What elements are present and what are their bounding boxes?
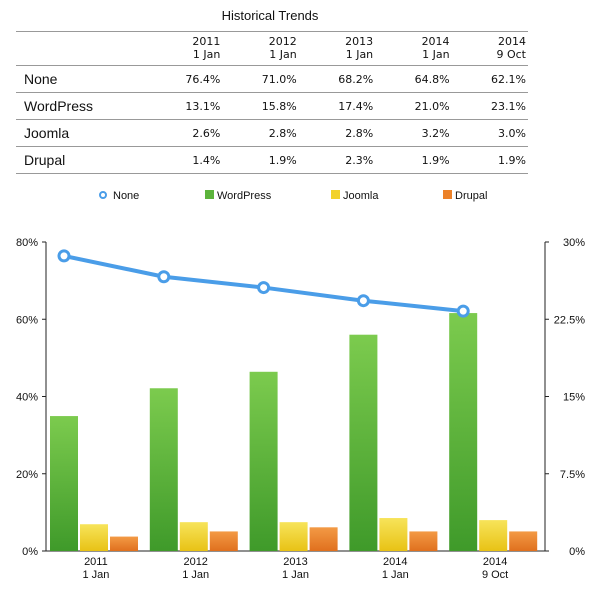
table-cell: 3.2% bbox=[375, 119, 452, 147]
x-tick-label-date: 1 Jan bbox=[182, 569, 209, 581]
line-point-none bbox=[257, 281, 271, 295]
x-tick-label-year: 2014 bbox=[383, 556, 407, 568]
table-cell: 17.4% bbox=[298, 92, 376, 120]
table-header-row: 2011 1 Jan 2012 1 Jan 2013 1 Jan 2014 1 Jan … bbox=[16, 31, 528, 66]
legend-label-joomla: Joomla bbox=[343, 190, 379, 202]
table-cell: 64.8% bbox=[375, 65, 452, 93]
bar-wordpress bbox=[249, 371, 278, 551]
bar-wordpress bbox=[149, 388, 178, 551]
line-point-none bbox=[157, 270, 171, 284]
bar-drupal bbox=[309, 527, 338, 551]
table-cell: 71.0% bbox=[222, 65, 299, 93]
x-tick-label-year: 2013 bbox=[283, 556, 307, 568]
line-point-none bbox=[356, 294, 370, 308]
bar-joomla bbox=[279, 522, 308, 551]
legend-marker-none bbox=[99, 191, 107, 199]
table-cell: 1.9% bbox=[375, 146, 452, 174]
line-point-none bbox=[57, 249, 71, 263]
row-label: Joomla bbox=[16, 119, 146, 147]
table-cell: 2.3% bbox=[298, 146, 376, 174]
bar-drupal bbox=[409, 531, 438, 551]
bar-drupal bbox=[110, 536, 138, 551]
bar-joomla bbox=[479, 520, 508, 551]
y-right-tick-label: 15% bbox=[563, 392, 585, 404]
table-title: Historical Trends bbox=[221, 8, 319, 23]
table-row: Drupal 1.4% 1.9% 2.3% 1.9% 1.9% bbox=[16, 146, 528, 174]
legend-marker-wordpress bbox=[205, 190, 214, 199]
legend-marker-drupal bbox=[443, 190, 452, 199]
bar-drupal bbox=[509, 531, 538, 551]
table-cell: 1.4% bbox=[145, 146, 223, 174]
y-right-tick-label: 22.5% bbox=[554, 314, 585, 326]
table-cell: 2.8% bbox=[298, 119, 376, 147]
column-header: 2013 1 Jan bbox=[298, 31, 376, 66]
x-tick-label-date: 1 Jan bbox=[82, 569, 109, 581]
bar-drupal bbox=[209, 531, 238, 551]
table-cell: 21.0% bbox=[375, 92, 452, 120]
x-tick-label-date: 9 Oct bbox=[482, 569, 508, 581]
table-cell: 23.1% bbox=[451, 92, 528, 120]
chart-line bbox=[57, 249, 470, 318]
x-tick-label-date: 1 Jan bbox=[282, 569, 309, 581]
chart-axes: 0% 20% 40% 60% 80% 0% 7.5% 15% 22.5% 30% bbox=[16, 237, 585, 558]
column-header: 2011 1 Jan bbox=[145, 31, 223, 66]
legend-label-drupal: Drupal bbox=[455, 190, 487, 202]
legend-label-wordpress: WordPress bbox=[217, 190, 272, 202]
row-label: None bbox=[16, 65, 146, 93]
table-cell: 76.4% bbox=[145, 65, 223, 93]
table-cell: 1.9% bbox=[222, 146, 299, 174]
chart-legend: None WordPress Joomla Drupal bbox=[99, 190, 487, 202]
bar-joomla bbox=[179, 522, 208, 551]
table-cell: 2.6% bbox=[145, 119, 223, 147]
table-row: Joomla 2.6% 2.8% 2.8% 3.2% 3.0% bbox=[16, 119, 528, 147]
row-label: Drupal bbox=[16, 146, 146, 174]
table-cell: 15.8% bbox=[222, 92, 299, 120]
table-row: None 76.4% 71.0% 68.2% 64.8% 62.1% bbox=[16, 65, 528, 93]
y-right-tick-label: 7.5% bbox=[560, 469, 585, 481]
line-point-none bbox=[456, 304, 470, 318]
bar-wordpress bbox=[50, 416, 78, 551]
x-tick-label-year: 2011 bbox=[84, 556, 108, 568]
row-label: WordPress bbox=[16, 92, 146, 120]
table-cell: 13.1% bbox=[145, 92, 223, 120]
y-right-tick-label: 30% bbox=[563, 237, 585, 249]
bar-joomla bbox=[80, 524, 108, 551]
table-cell: 3.0% bbox=[451, 119, 528, 147]
legend-marker-joomla bbox=[331, 190, 340, 199]
column-header: 2012 1 Jan bbox=[222, 31, 299, 66]
y-left-tick-label: 0% bbox=[22, 546, 38, 558]
y-left-tick-label: 20% bbox=[16, 469, 38, 481]
bar-wordpress bbox=[349, 334, 378, 551]
bar-joomla bbox=[379, 518, 408, 551]
column-header: 2014 1 Jan bbox=[375, 31, 452, 66]
table-cell: 68.2% bbox=[298, 65, 376, 93]
table-corner-cell bbox=[16, 31, 146, 66]
y-left-tick-label: 60% bbox=[16, 314, 38, 326]
x-tick-label-date: 1 Jan bbox=[382, 569, 409, 581]
table-cell: 2.8% bbox=[222, 119, 299, 147]
combo-chart: None WordPress Joomla Drupal 0% 20% 40% 60% 80%… bbox=[16, 190, 585, 581]
chart-bars bbox=[50, 313, 538, 551]
table-cell: 62.1% bbox=[451, 65, 528, 93]
historical-trends-table: 2011 1 Jan 2012 1 Jan 2013 1 Jan 2014 1 Jan … bbox=[16, 31, 528, 174]
column-header: 2014 9 Oct bbox=[451, 31, 528, 66]
x-tick-label-year: 2012 bbox=[183, 556, 207, 568]
y-right-tick-label: 0% bbox=[569, 546, 585, 558]
table-row: WordPress 13.1% 15.8% 17.4% 21.0% 23.1% bbox=[16, 92, 528, 120]
bar-wordpress bbox=[449, 313, 478, 551]
y-left-tick-label: 40% bbox=[16, 392, 38, 404]
x-tick-label-year: 2014 bbox=[483, 556, 507, 568]
table-cell: 1.9% bbox=[451, 146, 528, 174]
legend-label-none: None bbox=[113, 190, 139, 202]
y-left-tick-label: 80% bbox=[16, 237, 38, 249]
